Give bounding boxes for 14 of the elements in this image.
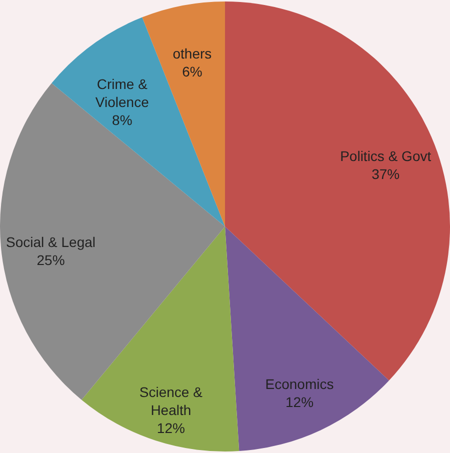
pie-slice — [225, 226, 390, 452]
slice-label: Social & Legal — [6, 234, 96, 250]
slice-label: Politics & Govt — [340, 148, 432, 164]
slice-label: Crime & Violence — [95, 76, 150, 110]
data-label: 8% — [112, 112, 132, 128]
data-label: 37% — [372, 166, 400, 182]
pie-slice — [52, 17, 225, 226]
slice-label: Economics — [265, 376, 334, 392]
data-label: 25% — [36, 252, 65, 268]
data-label: 12% — [156, 420, 185, 436]
slice-label: others — [172, 46, 212, 62]
slice-label: Science & Health — [139, 384, 204, 418]
data-label: 12% — [285, 394, 314, 410]
data-label: 6% — [182, 64, 202, 80]
